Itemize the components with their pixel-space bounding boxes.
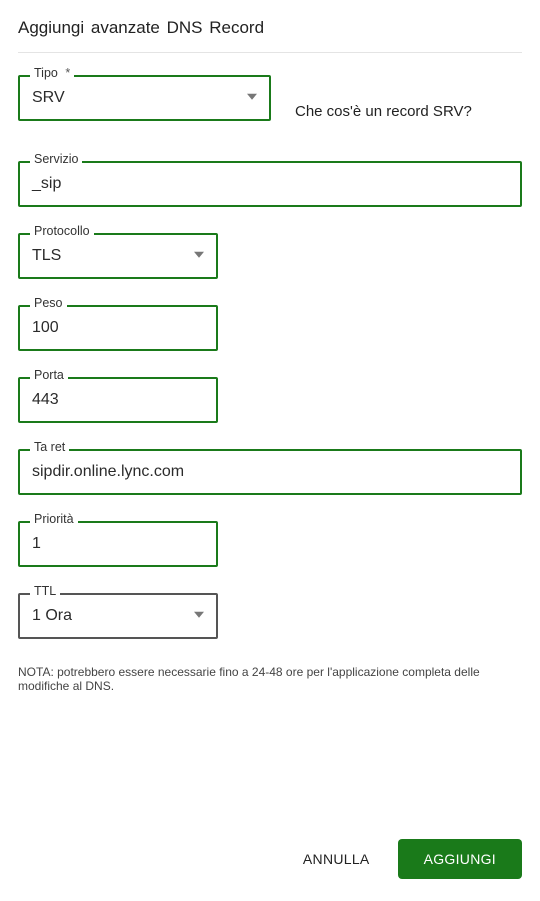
submit-button[interactable]: AGGIUNGI — [398, 839, 522, 879]
tipo-value: SRV — [32, 89, 65, 107]
note-text: NOTA: potrebbero essere necessarie fino … — [18, 665, 522, 693]
ttl-select[interactable]: 1 Ora — [18, 593, 218, 639]
tipo-select[interactable]: SRV — [18, 75, 271, 121]
required-marker: * — [65, 66, 70, 80]
target-label: Ta ret — [30, 441, 69, 454]
porta-label: Porta — [30, 369, 68, 382]
chevron-down-icon — [194, 612, 204, 618]
target-field: Ta ret sipdir.online.lync.com — [18, 449, 522, 495]
protocollo-field: Protocollo TLS — [18, 233, 218, 279]
tipo-label-text: Tipo — [34, 66, 58, 80]
target-input[interactable]: sipdir.online.lync.com — [18, 449, 522, 495]
dialog-title: Aggiungi avanzate DNS Record — [18, 18, 522, 38]
ttl-label: TTL — [30, 585, 60, 598]
footer: ANNULLA AGGIUNGI — [303, 839, 522, 879]
target-value: sipdir.online.lync.com — [32, 463, 184, 481]
chevron-down-icon — [247, 94, 257, 100]
priorita-value: 1 — [32, 535, 41, 553]
chevron-down-icon — [194, 252, 204, 258]
porta-input[interactable]: 443 — [18, 377, 218, 423]
porta-value: 443 — [32, 391, 59, 409]
peso-label: Peso — [30, 297, 67, 310]
servizio-field: Servizio _sip — [18, 161, 522, 207]
servizio-value: _sip — [32, 175, 61, 193]
priorita-field: Priorità 1 — [18, 521, 218, 567]
tipo-field: Tipo * SRV — [18, 75, 271, 121]
cancel-button[interactable]: ANNULLA — [303, 851, 370, 867]
servizio-label: Servizio — [30, 153, 82, 166]
protocollo-label: Protocollo — [30, 225, 94, 238]
tipo-label: Tipo * — [30, 67, 74, 80]
priorita-label: Priorità — [30, 513, 78, 526]
ttl-value: 1 Ora — [32, 607, 72, 625]
ttl-field: TTL 1 Ora — [18, 593, 218, 639]
divider — [18, 52, 522, 53]
protocollo-value: TLS — [32, 247, 61, 265]
porta-field: Porta 443 — [18, 377, 218, 423]
protocollo-select[interactable]: TLS — [18, 233, 218, 279]
peso-input[interactable]: 100 — [18, 305, 218, 351]
peso-value: 100 — [32, 319, 59, 337]
priorita-input[interactable]: 1 — [18, 521, 218, 567]
peso-field: Peso 100 — [18, 305, 218, 351]
servizio-input[interactable]: _sip — [18, 161, 522, 207]
srv-help-link[interactable]: Che cos'è un record SRV? — [295, 103, 472, 120]
